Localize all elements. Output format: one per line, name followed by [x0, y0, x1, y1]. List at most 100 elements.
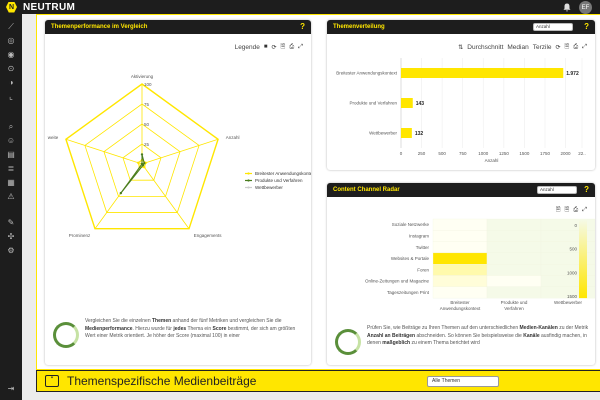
- search-icon[interactable]: ⌕: [8, 122, 14, 131]
- heatmap-cell[interactable]: [432, 264, 488, 276]
- expand-icon[interactable]: ⤢: [582, 43, 587, 50]
- legend-marker: [247, 172, 250, 175]
- radar-tick-label: 75: [144, 102, 150, 107]
- radar-toolbar: Legende ■ ⟳ 🗎 ⎙ ⤢: [235, 42, 303, 52]
- export-icon[interactable]: 🗎: [564, 207, 570, 213]
- expand-icon[interactable]: ⤢: [582, 206, 587, 213]
- median-toggle[interactable]: Median: [507, 43, 529, 51]
- heatmap-cell[interactable]: [486, 218, 542, 231]
- bar[interactable]: [401, 128, 412, 138]
- alert-icon[interactable]: ⚠: [7, 192, 15, 201]
- heatmap-row-label: Soziale Netzwerke: [392, 222, 430, 227]
- help-icon[interactable]: ?: [584, 185, 589, 194]
- heatmap-cell[interactable]: [486, 286, 542, 299]
- heatmap-cell[interactable]: [432, 218, 488, 231]
- download-icon[interactable]: 🗎: [280, 44, 286, 50]
- radar-point: [143, 162, 146, 165]
- refresh-icon[interactable]: ⟳: [555, 44, 561, 51]
- help-icon[interactable]: ?: [584, 22, 589, 31]
- radar-axis-label: Aktivierung: [131, 74, 154, 79]
- help-icon[interactable]: ?: [300, 22, 305, 31]
- analytics-icon[interactable]: ⌞: [9, 92, 13, 101]
- download-icon[interactable]: 🗎: [564, 44, 570, 50]
- radar-grid-ring: [122, 143, 162, 181]
- heatmap-cell[interactable]: [432, 252, 488, 265]
- download-icon[interactable]: 🗎: [555, 207, 561, 213]
- refresh-icon[interactable]: ⟳: [271, 44, 277, 51]
- tools-icon[interactable]: ✎: [7, 218, 15, 227]
- heatmap-cell[interactable]: [432, 241, 488, 254]
- trend-icon[interactable]: ⊙: [7, 64, 15, 73]
- channel-metric-select[interactable]: Anzahl: [537, 186, 577, 194]
- gauge-icon[interactable]: ◑: [8, 78, 14, 87]
- description-text: zu der Metrik: [557, 325, 589, 331]
- heatmap-col-label: Breitester Anwendungskontext: [440, 300, 481, 311]
- tercile-toggle[interactable]: Terzile: [532, 43, 552, 51]
- chart-line-icon[interactable]: ⟋: [8, 22, 14, 31]
- print-icon[interactable]: ⎙: [573, 206, 579, 213]
- swirl-logo-icon: [53, 322, 79, 348]
- news-icon[interactable]: ▦: [7, 178, 15, 187]
- main-content: Themenperformance im Vergleich ? Legende…: [22, 14, 600, 400]
- heatmap-col-label: Wettbewerber: [554, 300, 582, 305]
- heatmap-cell[interactable]: [486, 264, 542, 276]
- heatmap-cell[interactable]: [486, 230, 542, 242]
- user-avatar[interactable]: EF: [579, 1, 592, 14]
- settings-icon[interactable]: ⚙: [7, 246, 15, 255]
- heatmap-cell[interactable]: [432, 286, 488, 299]
- bar-chart: 0 250 500 750 1000 1250 1500 1750 2000 22.. Breite…: [336, 58, 586, 163]
- bar-category-label: Produkte und Verfahren: [349, 101, 397, 106]
- bar-tick-label: 750: [459, 151, 467, 156]
- legend-entry[interactable]: Wettbewerber: [255, 185, 283, 190]
- radar-chart: 25 50 75 100 Aktivierung Anzahl Engagements Pr…: [48, 74, 311, 238]
- radar-series-shape: [120, 154, 145, 194]
- legend-entry[interactable]: Produkte und Verfahren: [255, 178, 303, 183]
- description-emphasis: Medien-Kanälen: [519, 325, 558, 331]
- section-banner: " Themenspezifische Medienbeiträge Alle …: [36, 370, 600, 392]
- description-text: ausfindig machen, in denen: [367, 332, 587, 347]
- description-emphasis: Kanäle: [523, 332, 540, 339]
- bar-category-label: Breitester Anwendungskontext: [336, 71, 398, 76]
- expand-icon[interactable]: ⤢: [298, 43, 303, 50]
- average-toggle[interactable]: Durchschnitt: [467, 43, 504, 51]
- top-bar: N NEUTRUM EF: [0, 0, 600, 14]
- description-emphasis: maßgeblich: [382, 340, 411, 346]
- bar-tick-label: 1500: [519, 151, 530, 156]
- heatmap-scale-label: 500: [569, 247, 577, 252]
- legend-toggle[interactable]: Legende: [234, 43, 260, 51]
- network-icon[interactable]: ✣: [7, 232, 15, 241]
- stop-icon[interactable]: ■: [263, 44, 268, 50]
- heatmap-cell[interactable]: [486, 275, 542, 287]
- heatmap-cell[interactable]: [486, 252, 542, 265]
- legend-entry[interactable]: Breitester Anwendungskontext: [255, 171, 311, 176]
- eye-icon[interactable]: ◉: [7, 50, 15, 59]
- print-icon[interactable]: ⎙: [573, 43, 579, 50]
- print-icon[interactable]: ⎙: [289, 43, 295, 50]
- document-icon[interactable]: ▤: [7, 150, 15, 159]
- bar[interactable]: [401, 98, 413, 108]
- people-icon[interactable]: ☺: [6, 136, 16, 145]
- heatmap-cell[interactable]: [540, 286, 595, 299]
- topic-select[interactable]: Alle Themen: [427, 376, 499, 387]
- heatmap-cell[interactable]: [432, 275, 488, 287]
- bar[interactable]: [401, 68, 564, 78]
- heatmap-row-label: Websites & Portale: [391, 256, 430, 261]
- bar-tick-label: 500: [438, 151, 446, 156]
- logout-icon[interactable]: ⇥: [7, 384, 15, 393]
- heatmap-cell[interactable]: [486, 241, 542, 254]
- bell-icon[interactable]: [563, 3, 571, 12]
- radar-card-title: Themenperformance im Vergleich: [51, 24, 148, 30]
- heatmap-scale-label: 0: [574, 223, 577, 228]
- metric-select[interactable]: Anzahl: [533, 23, 573, 31]
- sidebar: ⟋ ◎ ◉ ⊙ ◑ ⌞ ⌕ ☺ ▤ ≣ ▦ ⚠ ✎ ✣ ⚙ ⇥: [0, 14, 22, 400]
- radar-grid-ring: [103, 123, 181, 197]
- banner-title: Themenspezifische Medienbeiträge: [67, 374, 257, 388]
- target-icon[interactable]: ◎: [7, 36, 15, 45]
- description-text: zu einem Thema berichtet wird: [410, 340, 480, 346]
- list-icon[interactable]: ≣: [7, 164, 15, 173]
- sort-icon[interactable]: ⇅: [458, 44, 464, 51]
- dashboard-frame: Themenperformance im Vergleich ? Legende…: [36, 14, 600, 370]
- description-text: . Hierzu wurde für: [132, 325, 174, 332]
- heatmap-cell[interactable]: [432, 230, 488, 242]
- radar-description: Vergleichen Sie die einzelnen Themen anh…: [85, 318, 303, 341]
